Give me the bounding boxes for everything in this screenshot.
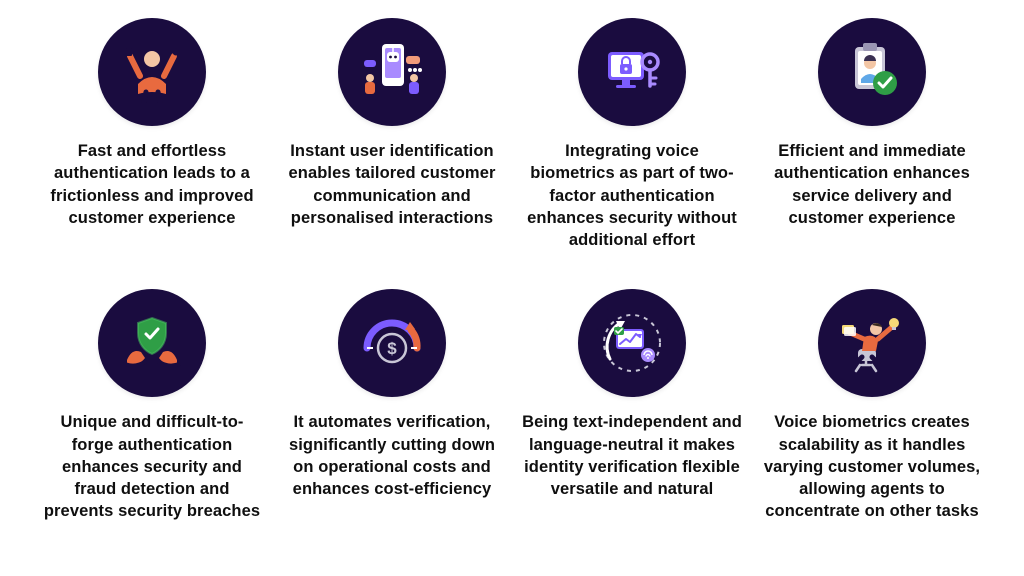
benefit-caption-7: Voice biometrics creates scalability as … bbox=[762, 411, 982, 522]
benefit-caption-5: It automates verification, significantly… bbox=[282, 411, 502, 500]
analytics-global-icon bbox=[578, 289, 686, 397]
multitasking-agent-icon bbox=[818, 289, 926, 397]
benefit-item-7: Voice biometrics creates scalability as … bbox=[762, 289, 982, 522]
benefit-caption-4: Unique and difficult-to-forge authentica… bbox=[42, 411, 262, 522]
benefit-item-0: Fast and effortless authentication leads… bbox=[42, 18, 262, 251]
benefit-item-1: Instant user identification enables tail… bbox=[282, 18, 502, 251]
benefit-caption-6: Being text-independent and language-neut… bbox=[522, 411, 742, 500]
benefit-grid: Fast and effortless authentication leads… bbox=[42, 18, 982, 523]
shield-hands-icon bbox=[98, 289, 206, 397]
celebrating-user-icon bbox=[98, 18, 206, 126]
infographic-page: Fast and effortless authentication leads… bbox=[0, 0, 1024, 576]
benefit-item-2: Integrating voice biometrics as part of … bbox=[522, 18, 742, 251]
chatbot-phone-icon bbox=[338, 18, 446, 126]
benefit-caption-0: Fast and effortless authentication leads… bbox=[42, 140, 262, 229]
benefit-caption-2: Integrating voice biometrics as part of … bbox=[522, 140, 742, 251]
benefit-caption-1: Instant user identification enables tail… bbox=[282, 140, 502, 229]
benefit-item-5: $ It automates verification, significant… bbox=[282, 289, 502, 522]
benefit-item-6: Being text-independent and language-neut… bbox=[522, 289, 742, 522]
id-badge-check-icon bbox=[818, 18, 926, 126]
cost-gauge-icon: $ bbox=[338, 289, 446, 397]
benefit-item-3: Efficient and immediate authentication e… bbox=[762, 18, 982, 251]
benefit-item-4: Unique and difficult-to-forge authentica… bbox=[42, 289, 262, 522]
lock-key-monitor-icon bbox=[578, 18, 686, 126]
svg-text:$: $ bbox=[387, 339, 397, 358]
benefit-caption-3: Efficient and immediate authentication e… bbox=[762, 140, 982, 229]
